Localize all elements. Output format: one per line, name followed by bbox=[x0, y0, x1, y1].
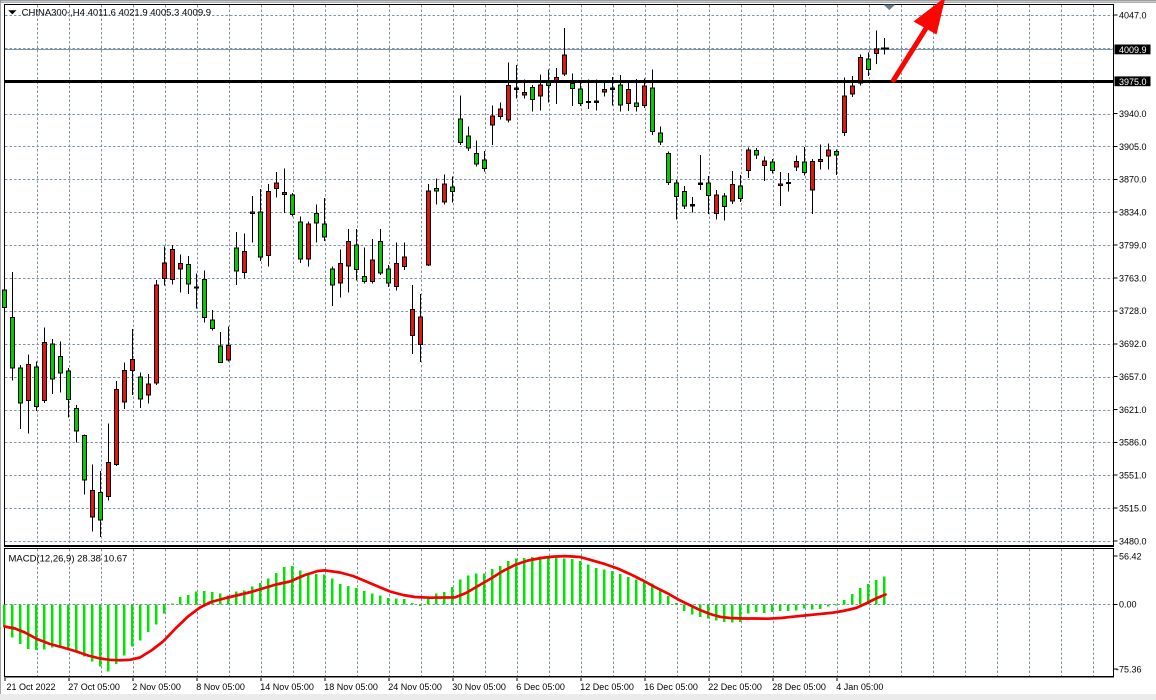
svg-text:8 Nov 05:00: 8 Nov 05:00 bbox=[196, 682, 245, 692]
svg-text:3586.0: 3586.0 bbox=[1119, 438, 1147, 448]
svg-text:12 Dec 05:00: 12 Dec 05:00 bbox=[580, 682, 634, 692]
svg-text:4047.0: 4047.0 bbox=[1119, 10, 1147, 20]
svg-text:3905.0: 3905.0 bbox=[1119, 142, 1147, 152]
svg-text:MACD(12,26,9) 28.38 10.67: MACD(12,26,9) 28.38 10.67 bbox=[9, 554, 128, 565]
svg-text:3621.0: 3621.0 bbox=[1119, 405, 1147, 415]
svg-text:3940.0: 3940.0 bbox=[1119, 109, 1147, 119]
svg-text:3870.0: 3870.0 bbox=[1119, 175, 1147, 185]
svg-text:3515.0: 3515.0 bbox=[1119, 503, 1147, 513]
svg-text:16 Dec 05:00: 16 Dec 05:00 bbox=[644, 682, 698, 692]
svg-text:CHINA300-,H4 4011.6 4021.9 40: CHINA300-,H4 4011.6 4021.9 4005.3 4009.9 bbox=[22, 8, 211, 19]
svg-text:3763.0: 3763.0 bbox=[1119, 273, 1147, 283]
svg-text:4 Jan 05:00: 4 Jan 05:00 bbox=[836, 682, 883, 692]
svg-text:27 Oct 05:00: 27 Oct 05:00 bbox=[68, 682, 120, 692]
svg-text:28 Dec 05:00: 28 Dec 05:00 bbox=[772, 682, 826, 692]
svg-text:3975.0: 3975.0 bbox=[1119, 77, 1147, 87]
svg-text:3728.0: 3728.0 bbox=[1119, 306, 1147, 316]
svg-text:2 Nov 05:00: 2 Nov 05:00 bbox=[132, 682, 181, 692]
svg-text:21 Oct 2022: 21 Oct 2022 bbox=[7, 682, 56, 692]
svg-text:4009.9: 4009.9 bbox=[1119, 45, 1147, 55]
svg-text:3799.0: 3799.0 bbox=[1119, 240, 1147, 250]
svg-text:30 Nov 05:00: 30 Nov 05:00 bbox=[452, 682, 506, 692]
svg-text:56.42: 56.42 bbox=[1119, 551, 1142, 561]
svg-text:24 Nov 05:00: 24 Nov 05:00 bbox=[388, 682, 442, 692]
svg-text:-75.36: -75.36 bbox=[1116, 664, 1142, 674]
svg-text:3692.0: 3692.0 bbox=[1119, 339, 1147, 349]
svg-text:3657.0: 3657.0 bbox=[1119, 372, 1147, 382]
svg-text:18 Nov 05:00: 18 Nov 05:00 bbox=[324, 682, 378, 692]
svg-text:3834.0: 3834.0 bbox=[1119, 208, 1147, 218]
svg-text:22 Dec 05:00: 22 Dec 05:00 bbox=[708, 682, 762, 692]
svg-text:6 Dec 05:00: 6 Dec 05:00 bbox=[516, 682, 565, 692]
svg-text:14 Nov 05:00: 14 Nov 05:00 bbox=[260, 682, 314, 692]
svg-text:3551.0: 3551.0 bbox=[1119, 471, 1147, 481]
svg-text:0.00: 0.00 bbox=[1119, 600, 1137, 610]
svg-text:3480.0: 3480.0 bbox=[1119, 536, 1147, 546]
